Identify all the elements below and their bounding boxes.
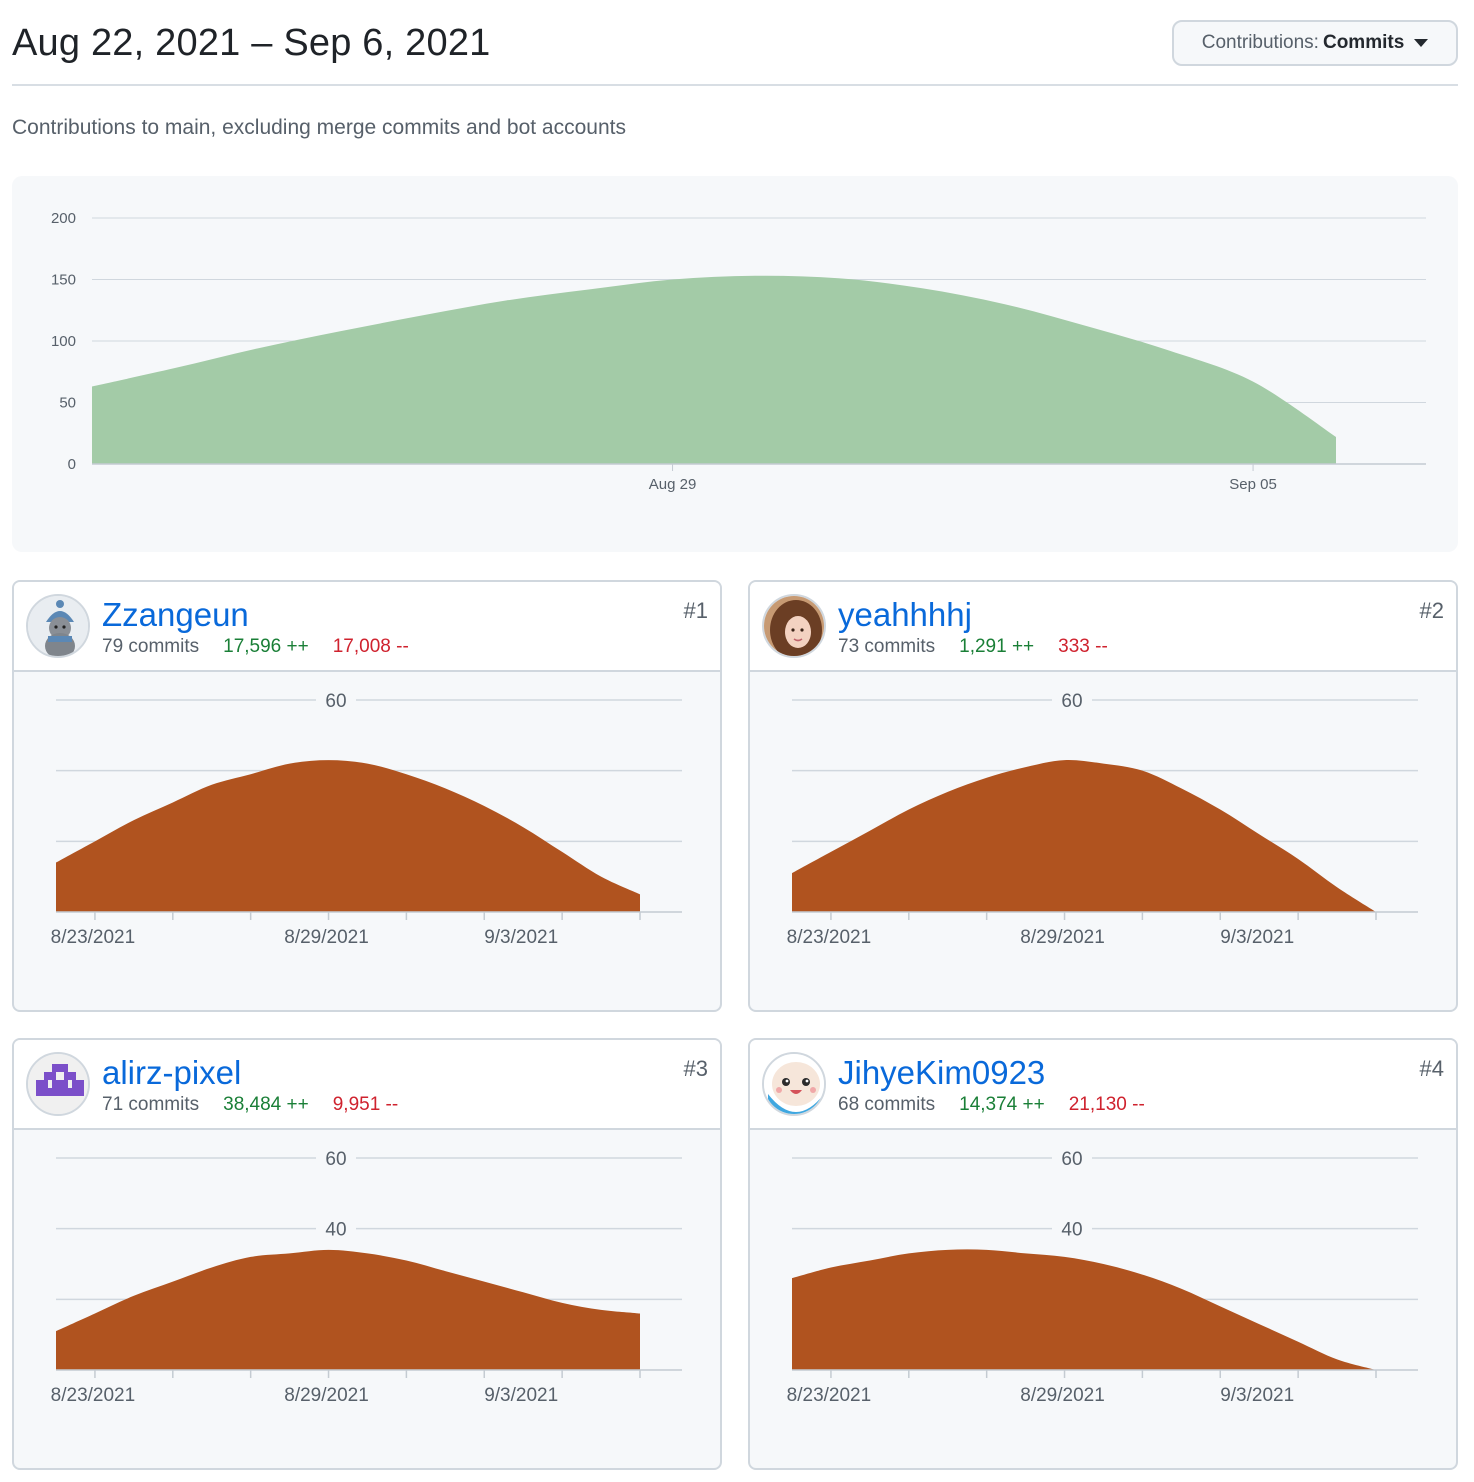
x-tick-label: 9/3/2021	[484, 1385, 558, 1406]
contributor-card-alirz-pixel: alirz-pixel 71 commits 38,484 ++ 9,951 -…	[12, 1038, 722, 1470]
contributor-rank: #3	[683, 1056, 708, 1081]
contributor-rank: #2	[1419, 598, 1444, 623]
commit-count[interactable]: 73 commits	[838, 636, 936, 657]
avatar[interactable]	[762, 1052, 826, 1116]
y-tick-label: 60	[325, 1149, 346, 1170]
contributor-commits-chart: 40 60 8/23/2021 8/29/2021 9/3/2021	[787, 1146, 1418, 1406]
additions-count: 1,291 ++	[959, 636, 1035, 657]
commit-count[interactable]: 79 commits	[102, 636, 200, 657]
y-tick-label: 40	[325, 1220, 346, 1241]
deletions-count: 9,951 --	[332, 1094, 399, 1115]
page-header: Aug 22, 2021 – Sep 6, 2021 Contributions…	[12, 0, 1458, 86]
x-tick-label: 8/23/2021	[787, 927, 872, 948]
avatar[interactable]	[762, 594, 826, 658]
contributor-commits-area	[792, 759, 1376, 912]
avatar[interactable]	[26, 594, 90, 658]
y-tick-label: 100	[51, 333, 76, 350]
additions-count: 14,374 ++	[959, 1094, 1045, 1115]
contributions-description: Contributions to main, excluding merge c…	[12, 116, 626, 139]
x-tick-label: 9/3/2021	[484, 927, 558, 948]
contributor-commits-area	[56, 760, 640, 912]
contributor-stats: 71 commits 38,484 ++ 9,951 --	[102, 1094, 398, 1116]
teddy-bear-avatar-icon	[28, 596, 88, 656]
contributor-rank: #4	[1419, 1056, 1444, 1081]
y-tick-label: 40	[1061, 1220, 1082, 1241]
x-tick-label: 8/23/2021	[51, 927, 136, 948]
contributor-commits-area	[56, 1249, 640, 1370]
y-tick-label-bg	[316, 688, 356, 710]
deletions-count: 17,008 --	[332, 636, 409, 657]
deletions-count: 21,130 --	[1068, 1094, 1145, 1115]
contributor-stats: 73 commits 1,291 ++ 333 --	[838, 636, 1108, 658]
deletions-count: 333 --	[1058, 636, 1108, 657]
y-tick-label-bg	[1052, 1146, 1092, 1168]
contributor-login-link[interactable]: alirz-pixel	[102, 1054, 242, 1091]
x-tick-label: 8/29/2021	[284, 927, 369, 948]
y-tick-label-bg	[1052, 688, 1092, 710]
y-tick-label-bg	[316, 1216, 356, 1239]
contributor-card-yeahhhhj: yeahhhhj 73 commits 1,291 ++ 333 -- #2 6…	[748, 580, 1458, 1012]
y-tick-label-bg	[316, 1146, 356, 1168]
commits-area	[92, 275, 1336, 464]
avatar[interactable]	[26, 1052, 90, 1116]
y-tick-label: 150	[51, 272, 76, 289]
x-tick-label: 8/29/2021	[1020, 1385, 1105, 1406]
contributor-card-header: alirz-pixel 71 commits 38,484 ++ 9,951 -…	[14, 1040, 720, 1130]
contributor-card-header: JihyeKim0923 68 commits 14,374 ++ 21,130…	[750, 1040, 1456, 1130]
y-tick-label: 60	[1061, 1149, 1082, 1170]
contributor-rank: #1	[683, 598, 708, 623]
caret-down-icon	[1414, 39, 1429, 47]
commits-overview-chart: 0 50 100 150 200 Aug 29 Sep 05	[12, 176, 1458, 552]
x-tick-label: 8/23/2021	[51, 1385, 136, 1406]
commit-count[interactable]: 68 commits	[838, 1094, 936, 1115]
contributor-stats: 79 commits 17,596 ++ 17,008 --	[102, 636, 409, 658]
dropdown-prefix: Contributions:	[1201, 32, 1319, 53]
contributor-commits-chart: 40 60 8/23/2021 8/29/2021 9/3/2021	[51, 1146, 682, 1406]
x-tick-label: Aug 29	[649, 476, 697, 493]
y-tick-label: 200	[51, 210, 76, 227]
overview-chart-svg: 0 50 100 150 200 Aug 29 Sep 05	[51, 210, 1426, 493]
contributor-commits-chart: 60 8/23/2021 8/29/2021 9/3/2021	[787, 688, 1418, 948]
y-tick-label: 0	[68, 456, 76, 473]
contributor-login-link[interactable]: Zzangeun	[102, 596, 249, 633]
x-tick-label: 9/3/2021	[1220, 927, 1294, 948]
pixel-identicon-avatar-icon	[28, 1054, 88, 1114]
cartoon-face-avatar-icon	[764, 1054, 824, 1114]
x-tick-label: Sep 05	[1229, 476, 1277, 493]
contributor-stats: 68 commits 14,374 ++ 21,130 --	[838, 1094, 1145, 1116]
y-tick-label-bg	[1052, 1216, 1092, 1239]
additions-count: 38,484 ++	[223, 1094, 309, 1115]
y-tick-label: 60	[325, 691, 346, 712]
contributor-card-header: Zzangeun 79 commits 17,596 ++ 17,008 -- …	[14, 582, 720, 672]
x-tick-label: 9/3/2021	[1220, 1385, 1294, 1406]
x-tick-label: 8/23/2021	[787, 1385, 872, 1406]
contributor-commits-area	[792, 1249, 1376, 1370]
y-tick-label: 50	[59, 395, 76, 412]
contributor-login-link[interactable]: JihyeKim0923	[838, 1054, 1046, 1091]
contributor-card-zzangeun: Zzangeun 79 commits 17,596 ++ 17,008 -- …	[12, 580, 722, 1012]
additions-count: 17,596 ++	[223, 636, 309, 657]
commit-count[interactable]: 71 commits	[102, 1094, 200, 1115]
dropdown-selected-value: Commits	[1322, 32, 1405, 53]
x-tick-label: 8/29/2021	[1020, 927, 1105, 948]
x-tick-label: 8/29/2021	[284, 1385, 369, 1406]
date-range-title: Aug 22, 2021 – Sep 6, 2021	[12, 22, 491, 64]
y-tick-label: 60	[1061, 691, 1082, 712]
contributor-card-header: yeahhhhj 73 commits 1,291 ++ 333 -- #2	[750, 582, 1456, 672]
contributor-card-jihyekim0923: JihyeKim0923 68 commits 14,374 ++ 21,130…	[748, 1038, 1458, 1470]
contributor-login-link[interactable]: yeahhhhj	[838, 596, 972, 633]
portrait-avatar-icon	[764, 596, 824, 656]
contributor-commits-chart: 60 8/23/2021 8/29/2021 9/3/2021	[51, 688, 682, 948]
contributions-type-dropdown[interactable]: Contributions: Commits	[1172, 20, 1458, 66]
